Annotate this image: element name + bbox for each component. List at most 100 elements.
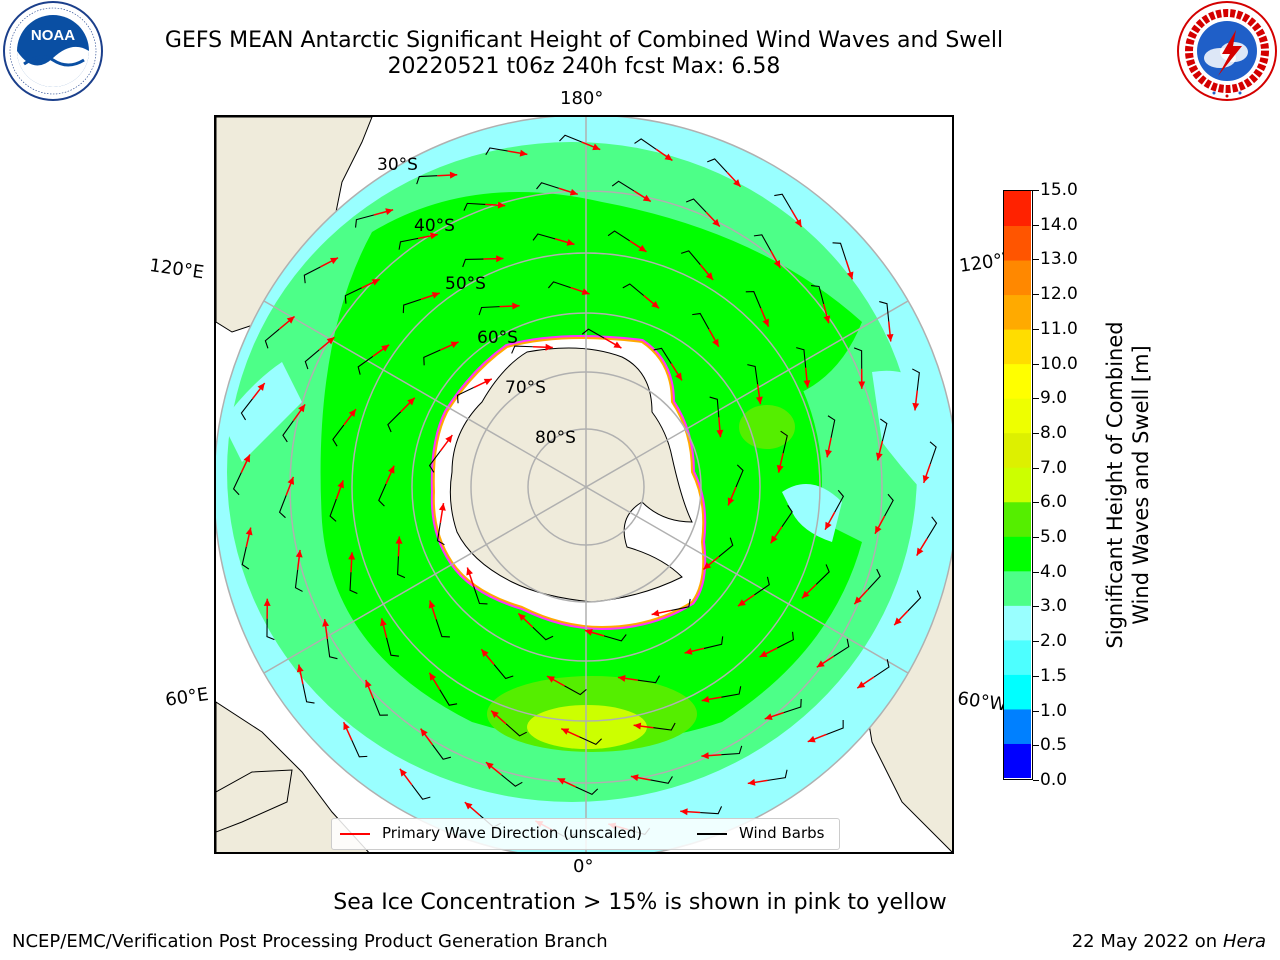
- wind-barb: [303, 266, 321, 284]
- colorbar-bin: [1004, 743, 1031, 778]
- wind-barb: [428, 450, 441, 473]
- colorbar-tick-mark: [1033, 398, 1039, 400]
- colorbar-bin: [1004, 501, 1031, 537]
- colorbar-tick-mark: [1033, 502, 1039, 504]
- wave-direction-arrowhead: [481, 649, 489, 658]
- colorbar-label-line1: Significant Height of Combined: [1103, 321, 1127, 649]
- wave-direction-arrowhead: [894, 617, 902, 626]
- colorbar-bin: [1004, 639, 1031, 675]
- colorbar-bin: [1004, 329, 1031, 365]
- lat-label-30s: 30°S: [377, 155, 418, 175]
- wave-direction-arrowhead: [701, 752, 709, 760]
- wave-direction-arrowhead: [566, 239, 575, 246]
- wind-barb: [423, 349, 441, 366]
- colorbar-bin: [1004, 363, 1031, 399]
- wave-direction-arrowhead: [557, 778, 566, 785]
- wave-direction-arrowhead: [519, 149, 528, 157]
- colorbar-tick-label: 15.0: [1040, 180, 1078, 200]
- wave-direction-arrowhead: [286, 316, 295, 324]
- wind-barb: [634, 138, 657, 150]
- wave-direction-arrowhead: [326, 337, 335, 345]
- wind-barb: [774, 193, 792, 211]
- colorbar-tick-label: 9.0: [1040, 388, 1068, 409]
- wave-direction-arrowhead: [823, 315, 831, 324]
- wind-barb: [357, 355, 374, 375]
- colorbar-tick-mark: [1033, 259, 1039, 261]
- wave-direction-arrowhead: [445, 435, 453, 443]
- polar-map: 30°S 40°S 50°S 60°S 70°S 80°S: [216, 117, 952, 852]
- wind-barb: [402, 298, 421, 314]
- wind-barb: [622, 283, 645, 296]
- wave-direction-arrowhead: [464, 802, 473, 810]
- legend-barb-swatch: [697, 833, 727, 835]
- wind-barb: [581, 328, 605, 339]
- wave-direction-arrowhead: [858, 381, 866, 389]
- map-legend: Primary Wave Direction (unscaled) Wind B…: [331, 818, 840, 850]
- colorbar-tick-label: 2.0: [1040, 631, 1068, 652]
- vector-layer: [232, 134, 938, 840]
- wave-direction-arrowhead: [429, 672, 437, 681]
- wind-barb: [833, 638, 850, 657]
- wind-barb: [329, 499, 337, 522]
- wind-barb: [456, 387, 474, 404]
- wave-direction-arrowhead: [491, 710, 499, 719]
- wave-direction-arrowhead: [385, 208, 394, 216]
- chart-subtitle: 20220521 t06z 240h fcst Max: 6.58: [387, 54, 781, 79]
- wind-barb: [372, 698, 388, 716]
- wind-barb: [671, 598, 691, 611]
- wind-barb: [815, 564, 830, 585]
- lon-label-120e: 120°E: [148, 255, 206, 284]
- wind-barb: [796, 347, 807, 368]
- wave-direction-arrowhead: [257, 383, 265, 391]
- wind-barb: [607, 230, 630, 242]
- wind-barb: [332, 424, 345, 447]
- colorbar-tick-label: 7.0: [1040, 457, 1068, 478]
- wave-direction-arrowhead: [854, 596, 862, 605]
- wave-direction-arrowhead: [561, 728, 570, 735]
- colorbar-swatches: [1004, 191, 1031, 778]
- wind-barb: [873, 659, 890, 678]
- wave-direction-arrowhead: [764, 713, 773, 720]
- wind-barb: [826, 719, 844, 736]
- colorbar-tick-mark: [1033, 780, 1039, 781]
- wave-direction-arrowhead: [803, 380, 811, 388]
- wind-barb: [653, 722, 676, 731]
- colorbar-bin: [1004, 191, 1031, 227]
- colorbar-tick-label: 12.0: [1040, 284, 1078, 305]
- wind-barb: [351, 740, 368, 758]
- wave-direction-arrowhead: [343, 722, 350, 731]
- wind-barb: [653, 347, 672, 364]
- wind-barb: [240, 398, 253, 421]
- footer-credit: NCEP/EMC/Verification Post Processing Pr…: [12, 931, 608, 952]
- colorbar-bin: [1004, 536, 1031, 572]
- wind-barb: [745, 291, 762, 309]
- wind-barb: [827, 415, 836, 438]
- wind-barb: [783, 698, 802, 714]
- wind-barb: [611, 180, 635, 192]
- wave-direction-arrowhead: [613, 341, 622, 349]
- antarctica: [430, 335, 707, 631]
- wind-barb: [867, 568, 881, 590]
- wave-direction-arrowhead: [388, 465, 395, 474]
- wave-direction-arrowhead: [245, 527, 253, 536]
- wind-barb: [767, 769, 788, 781]
- wave-direction-arrowhead: [450, 341, 459, 349]
- wind-barb: [884, 493, 894, 517]
- colorbar-tick-mark: [1033, 328, 1039, 330]
- wave-direction-arrowhead: [371, 279, 380, 286]
- wave-direction-arrowhead: [263, 598, 271, 606]
- wave-direction-arrowhead: [617, 674, 626, 682]
- wind-barb: [266, 618, 275, 641]
- wave-direction-arrowhead: [449, 171, 458, 179]
- colorbar-tick-label: 11.0: [1040, 318, 1078, 339]
- colorbar-tick-mark: [1033, 571, 1039, 573]
- sea-ice-caption: Sea Ice Concentration > 15% is shown in …: [333, 890, 947, 915]
- wind-barb: [685, 198, 707, 213]
- wave-direction-arrowhead: [348, 552, 356, 560]
- wind-barb: [718, 537, 734, 558]
- wind-barb: [304, 349, 320, 370]
- wind-barb: [397, 556, 406, 579]
- wind-barb: [692, 312, 710, 330]
- wind-barb: [575, 786, 599, 796]
- lon-label-60e: 60°E: [164, 683, 210, 711]
